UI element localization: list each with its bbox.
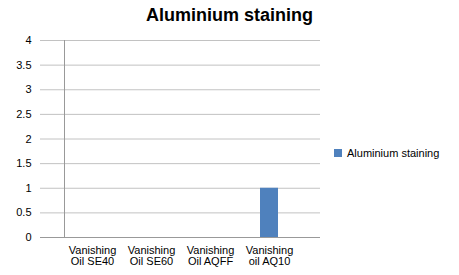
svg-text:3.5: 3.5 <box>16 59 31 71</box>
svg-text:0: 0 <box>25 231 31 243</box>
svg-text:3: 3 <box>25 83 31 95</box>
svg-text:4: 4 <box>25 34 31 46</box>
svg-text:2.5: 2.5 <box>16 108 31 120</box>
svg-text:VanishingOil SE60: VanishingOil SE60 <box>128 244 176 267</box>
svg-text:0.5: 0.5 <box>16 206 31 218</box>
svg-text:VanishingOil AQFF: VanishingOil AQFF <box>187 244 235 267</box>
svg-text:2: 2 <box>25 133 31 145</box>
svg-text:Vanishingoil AQ10: Vanishingoil AQ10 <box>246 244 294 267</box>
html-text:Aluminium staining: Aluminium staining <box>146 5 313 25</box>
svg-text:1.5: 1.5 <box>16 157 31 169</box>
html-text:Aluminium staining: Aluminium staining <box>347 146 440 159</box>
svg-text:1: 1 <box>25 182 31 194</box>
svg-text:VanishingOil SE40: VanishingOil SE40 <box>69 244 117 267</box>
